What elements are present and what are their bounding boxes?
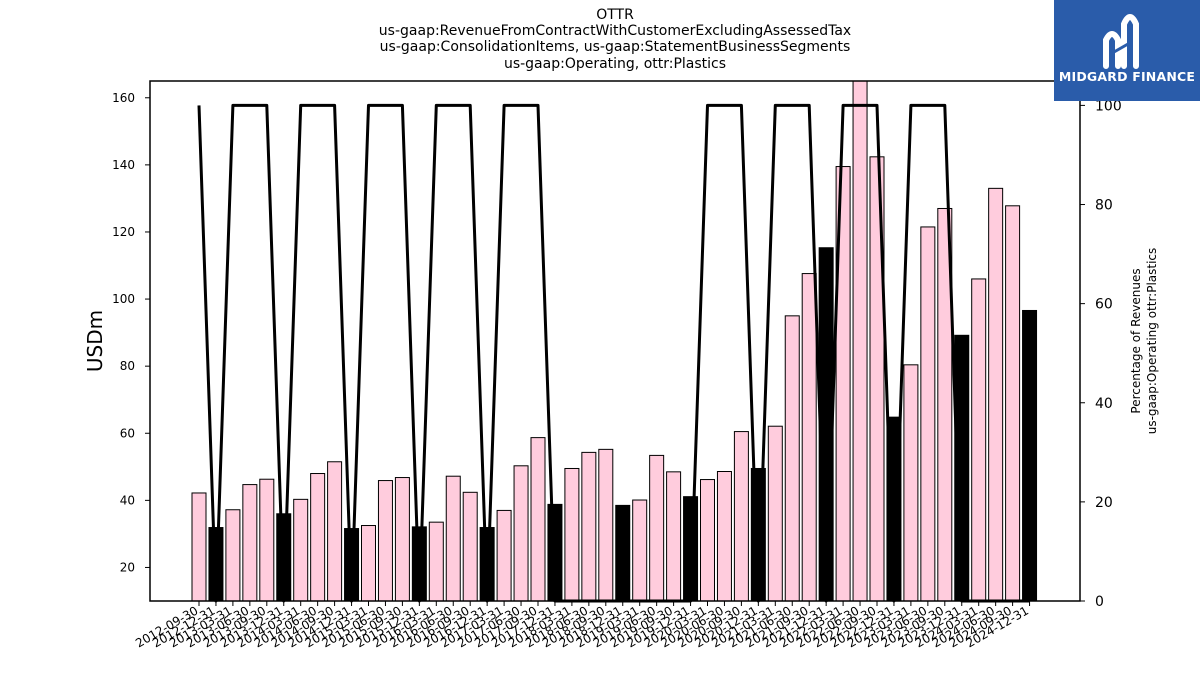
y2-tick-label: 20 — [1095, 495, 1113, 511]
bar — [971, 278, 987, 602]
logo-text: MIDGARD FINANCE — [1058, 69, 1196, 84]
bar — [496, 509, 512, 602]
bar — [445, 475, 461, 602]
bar — [700, 479, 715, 602]
bar — [581, 451, 597, 602]
bar — [394, 477, 410, 602]
bar — [767, 425, 783, 602]
bar — [377, 480, 393, 602]
chart-title-line-4: us-gaap:Operating, ottr:Plastics — [503, 56, 727, 72]
bar — [462, 491, 478, 602]
y-tick-label: 80 — [120, 359, 135, 373]
right-axis-ticks: 0 20 40 60 80 100 — [1080, 98, 1122, 610]
chart-title-line-1: OTTR — [596, 7, 634, 23]
y-axis-label: USDm — [83, 310, 107, 372]
bar — [784, 315, 800, 602]
bar — [259, 478, 275, 602]
bar — [920, 226, 936, 602]
y2-tick-label: 60 — [1095, 297, 1113, 313]
y-tick-label: 100 — [112, 292, 135, 306]
bar — [801, 273, 817, 602]
y-tick-label: 40 — [120, 493, 135, 507]
bar — [225, 509, 241, 602]
bar — [564, 467, 580, 602]
y-tick-label: 160 — [112, 91, 135, 105]
plot-frame — [149, 80, 1081, 602]
bar — [293, 498, 309, 602]
bar — [649, 454, 665, 602]
y2-tick-label: 0 — [1095, 594, 1104, 610]
bar — [632, 499, 648, 602]
y-tick-label: 60 — [120, 426, 135, 440]
bar — [615, 504, 631, 602]
bar — [903, 364, 919, 602]
bar — [598, 448, 614, 602]
bar — [310, 473, 326, 602]
bar — [666, 471, 682, 602]
y2-tick-label: 40 — [1095, 396, 1113, 412]
bar — [852, 80, 868, 602]
bar — [733, 431, 749, 602]
left-axis-ticks: 20 40 60 80 100 120 140 160 — [112, 91, 150, 574]
bar — [1022, 309, 1038, 602]
midgard-logo-icon — [1103, 14, 1139, 69]
y-tick-label: 120 — [112, 225, 135, 239]
bar — [988, 187, 1004, 602]
brand-logo: MIDGARD FINANCE — [1054, 0, 1200, 101]
y-tick-label: 140 — [112, 158, 135, 172]
x-axis-ticks: 2012-09-302012-12-312013-03-312013-06-30… — [133, 601, 1031, 650]
bar — [530, 437, 546, 602]
bar — [513, 465, 529, 602]
y2-axis-label-line1: Percentage of Revenues — [1129, 268, 1143, 413]
bar — [242, 484, 258, 602]
y2-tick-label: 100 — [1095, 98, 1122, 114]
bar — [361, 525, 376, 602]
y2-tick-label: 80 — [1095, 198, 1113, 214]
bar — [716, 471, 732, 602]
y-tick-label: 20 — [120, 560, 135, 574]
y2-axis-label-line2: us-gaap:Operating ottr:Plastics — [1145, 248, 1159, 435]
bar — [1005, 205, 1021, 602]
chart-title-line-3: us-gaap:ConsolidationItems, us-gaap:Stat… — [379, 39, 851, 55]
chart-title-line-2: us-gaap:RevenueFromContractWithCustomerE… — [378, 23, 852, 39]
bar — [191, 492, 207, 602]
bar — [327, 461, 343, 602]
bar — [428, 521, 444, 602]
